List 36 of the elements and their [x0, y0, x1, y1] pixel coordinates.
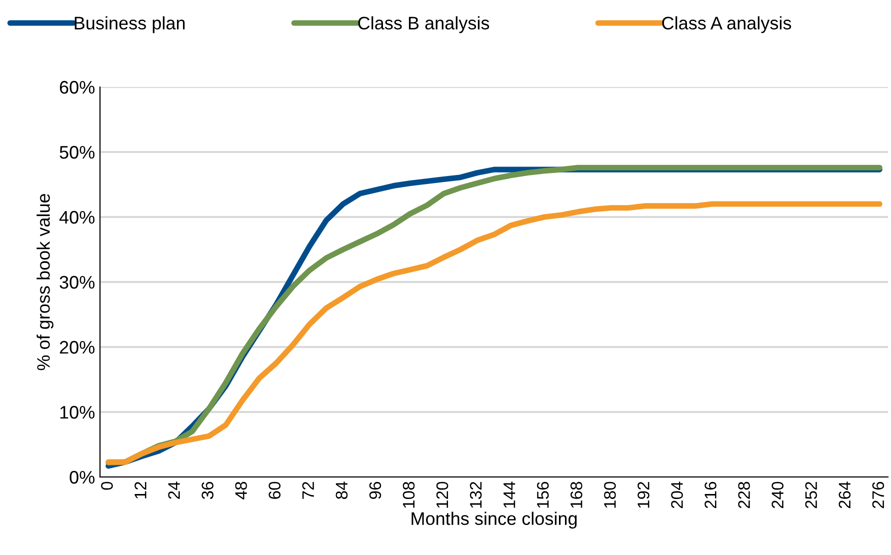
x-tick-label: 204: [671, 482, 683, 508]
y-tick-label: 20%: [60, 340, 94, 354]
legend-label: Class A analysis: [662, 16, 792, 34]
x-tick-label: 264: [838, 482, 851, 508]
x-tick-label: 168: [570, 482, 582, 508]
y-tick-label: 10%: [60, 406, 94, 419]
x-tick-label: 0: [101, 482, 113, 490]
y-tick-label: 60%: [60, 80, 94, 94]
y-axis-title: % of gross book value: [36, 194, 54, 370]
x-tick-label: 216: [704, 482, 716, 508]
y-tick-label: 0%: [70, 470, 94, 484]
x-axis-title: Months since closing: [412, 512, 577, 529]
x-tick-label: 36: [202, 482, 214, 500]
x-tick-label: 108: [402, 482, 415, 508]
x-tick-label: 240: [772, 482, 784, 508]
legend-label: Business plan: [74, 16, 185, 34]
x-tick-label: 84: [336, 482, 348, 499]
x-tick-label: 24: [168, 482, 180, 499]
x-tick-label: 192: [638, 482, 650, 508]
x-tick-label: 276: [872, 482, 884, 508]
x-tick-label: 96: [369, 482, 382, 499]
x-tick-label: 72: [302, 482, 314, 499]
x-tick-label: 180: [604, 482, 616, 508]
x-tick-label: 252: [805, 482, 818, 508]
x-tick-label: 144: [504, 482, 516, 508]
x-tick-label: 132: [470, 482, 482, 508]
x-tick-label: 120: [436, 482, 448, 508]
x-tick-label: 228: [738, 482, 750, 508]
y-tick-label: 30%: [60, 276, 94, 289]
y-tick-label: 50%: [60, 146, 94, 159]
x-tick-label: 156: [536, 482, 549, 508]
x-tick-label: 60: [268, 482, 281, 499]
x-tick-label: 48: [235, 482, 247, 500]
legend-label: Class B analysis: [358, 16, 490, 34]
y-tick-label: 40%: [59, 210, 94, 224]
x-tick-label: 12: [134, 482, 146, 498]
